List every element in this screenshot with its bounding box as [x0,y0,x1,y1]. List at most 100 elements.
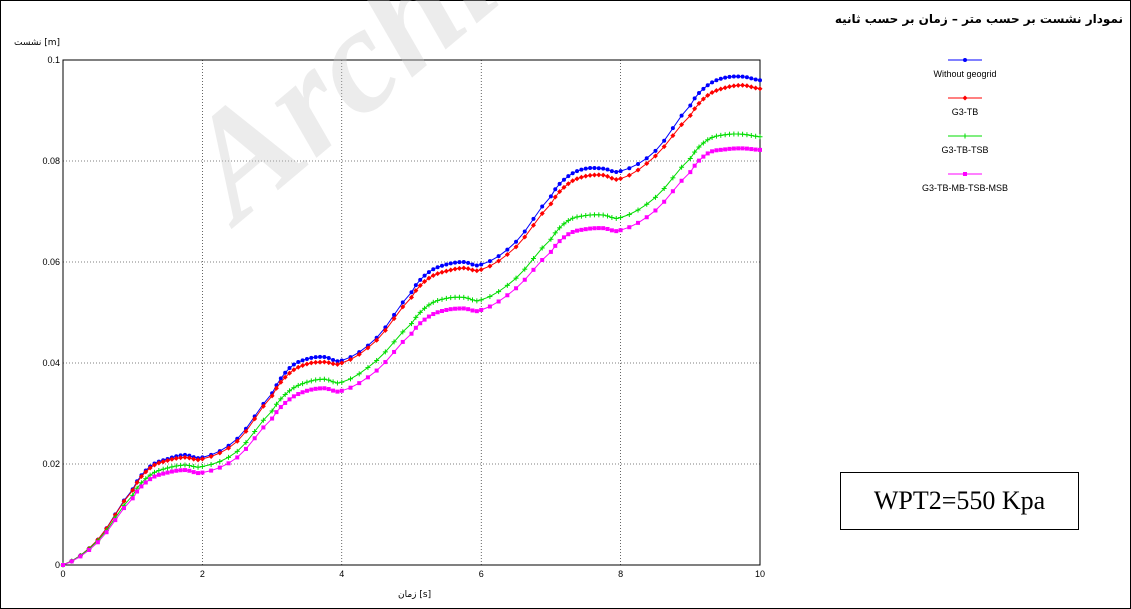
data-point [413,283,418,288]
data-point [391,339,397,345]
data-point [749,76,754,81]
data-point [596,212,602,218]
data-point [313,386,318,391]
data-point [335,389,340,394]
y-tick-label: 0.1 [47,55,60,65]
data-point [731,74,736,79]
data-point [583,166,588,171]
data-point [561,177,566,182]
data-point [504,282,510,288]
data-point [413,325,418,330]
data-point [713,133,719,139]
data-point [700,140,706,146]
data-point [718,147,723,152]
data-point [636,220,641,225]
data-point [308,378,314,384]
data-point [400,304,406,310]
data-point [374,357,380,363]
y-tick-label: 0 [55,560,60,570]
data-point [448,261,453,266]
data-point [169,469,174,474]
data-point [652,153,658,159]
data-point [400,339,405,344]
data-point [574,214,580,220]
data-point [417,283,423,289]
data-point [530,222,536,228]
legend-item: G3-TB-MB-TSB-MSB [922,172,1008,193]
data-point [513,275,519,281]
data-point [300,390,305,395]
data-point [321,359,327,365]
data-point [565,181,571,187]
data-point [409,321,414,327]
data-point [178,455,184,461]
data-point [701,86,706,91]
data-point [291,362,296,367]
data-point [557,225,563,231]
legend-label: Without geogrid [933,69,996,79]
data-point [653,148,658,153]
data-point [331,358,336,363]
data-point [736,146,741,151]
data-point [330,379,336,385]
data-point [522,266,528,272]
data-point [605,173,611,179]
data-point [635,207,641,213]
data-point [727,146,732,151]
data-point [627,166,632,171]
data-point [548,194,553,199]
data-point [461,306,466,311]
data-point [740,131,746,137]
data-point [757,86,763,92]
data-point [243,428,249,434]
data-point [575,228,580,233]
data-point [439,296,445,302]
data-point [130,487,136,493]
data-point [308,360,314,366]
data-point [487,263,493,269]
data-point [758,78,762,83]
data-point [457,260,462,265]
data-point [714,78,719,83]
data-point [613,177,619,183]
data-point [444,307,449,312]
data-point [696,144,702,150]
data-point [453,260,458,265]
data-point [713,87,719,93]
data-point [309,355,314,360]
data-point [269,393,275,399]
data-point [152,474,157,479]
data-point [636,161,641,166]
data-point [548,236,554,242]
data-point [466,307,471,312]
data-point [321,376,327,382]
data-point [723,147,728,152]
data-point [731,146,736,151]
data-point [662,199,667,204]
data-point [696,100,702,106]
data-point [578,213,584,219]
data-point [592,165,597,170]
data-point [670,175,676,181]
data-point [596,226,601,231]
data-point [718,86,724,92]
data-point [143,476,149,482]
data-point [496,299,501,304]
data-point [635,167,641,173]
data-point [609,228,614,233]
data-point [505,293,510,298]
data-point [505,247,510,252]
data-point [295,382,301,388]
data-point [282,374,288,380]
data-point [173,463,179,469]
data-point [548,201,554,207]
data-point [313,377,319,383]
data-point [317,359,323,365]
data-point [439,263,444,268]
data-point [736,74,741,79]
data-point [600,172,606,178]
data-point [78,554,83,559]
data-point [339,379,345,385]
data-point [287,366,292,371]
